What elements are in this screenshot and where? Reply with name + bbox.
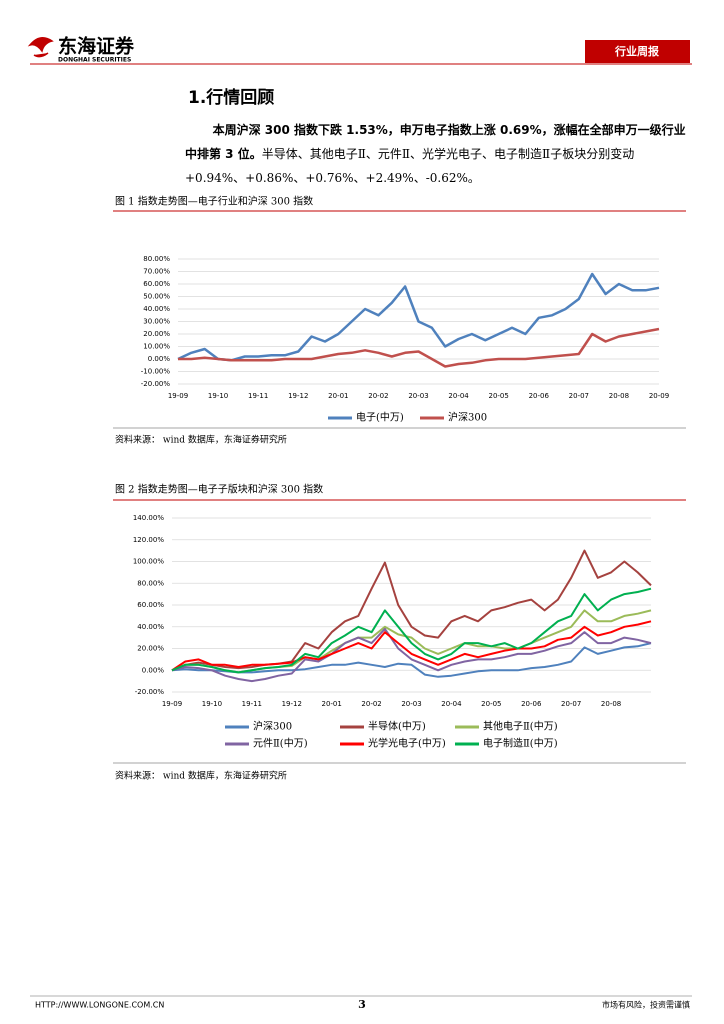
y-tick-label: 0.00% — [148, 355, 171, 363]
logo-en: DONGHAI SECURITIES — [58, 57, 131, 64]
y-tick-label: 50.00% — [143, 293, 170, 301]
legend-label: 电子(中万) — [356, 411, 404, 424]
x-tick-label: 19-12 — [288, 392, 308, 400]
x-tick-label: 20-05 — [488, 392, 508, 400]
series-line — [171, 587, 652, 674]
y-tick-label: 0.00% — [142, 666, 165, 674]
y-tick-label: 70.00% — [143, 268, 170, 276]
x-tick-label: 20-03 — [401, 700, 421, 708]
x-tick-label: 20-01 — [328, 392, 348, 400]
legend-label: 其他电子Ⅱ(中万) — [483, 720, 558, 733]
series-line — [177, 272, 660, 362]
footer-disclaimer: 市场有风险，投资需谨慎 — [602, 1000, 690, 1010]
x-tick-label: 20-06 — [529, 392, 550, 400]
footer-url: HTTP://WWW.LONGONE.COM.CN — [35, 1001, 164, 1010]
x-tick-label: 19-12 — [282, 700, 302, 708]
y-tick-label: 20.00% — [137, 645, 164, 653]
y-tick-label: -20.00% — [135, 688, 165, 696]
x-tick-label: 20-03 — [408, 392, 428, 400]
legend-label: 沪深300 — [253, 720, 292, 733]
x-tick-label: 20-04 — [448, 392, 469, 400]
y-tick-label: 30.00% — [143, 318, 170, 326]
y-tick-label: 60.00% — [137, 601, 164, 609]
legend-label: 光学光电子(中万) — [368, 737, 446, 750]
y-tick-label: -10.00% — [141, 368, 171, 376]
y-tick-label: 80.00% — [137, 579, 164, 587]
x-tick-label: 20-01 — [321, 700, 341, 708]
series-line — [178, 327, 660, 368]
y-tick-label: 100.00% — [133, 558, 164, 566]
y-tick-label: 120.00% — [133, 536, 164, 544]
x-tick-label: 19-11 — [248, 392, 268, 400]
y-tick-label: 80.00% — [143, 255, 170, 263]
page-number: 3 — [358, 998, 366, 1011]
series-line — [171, 549, 652, 672]
x-tick-label: 19-11 — [242, 700, 262, 708]
x-tick-label: 19-09 — [162, 700, 182, 708]
x-tick-label: 20-07 — [569, 392, 589, 400]
series-line — [171, 620, 652, 672]
y-tick-label: 60.00% — [143, 280, 170, 288]
x-tick-label: 20-07 — [561, 700, 581, 708]
paragraph: 本周沪深 300 指数下跌 1.53%，申万电子指数上涨 0.69%，涨幅在全部… — [185, 118, 690, 190]
legend-label: 电子制造Ⅱ(中万) — [483, 737, 558, 750]
tag-box — [585, 40, 690, 63]
x-tick-label: 20-02 — [361, 700, 381, 708]
y-tick-label: 40.00% — [137, 623, 164, 631]
x-tick-label: 20-04 — [441, 700, 462, 708]
logo-icon — [27, 37, 54, 58]
series-line — [171, 609, 652, 674]
legend-label: 沪深300 — [448, 411, 487, 424]
figure-caption: 图 1 指数走势图—电子行业和沪深 300 指数 — [115, 195, 313, 208]
y-tick-label: 20.00% — [143, 330, 170, 338]
x-tick-label: 20-08 — [609, 392, 629, 400]
x-tick-label: 19-10 — [208, 392, 228, 400]
paragraph-text: 半导体、其他电子Ⅱ、元件Ⅱ、光学光电子、电子制造Ⅱ子板块分别变动+0.94%、+… — [185, 147, 635, 185]
x-tick-label: 20-06 — [521, 700, 542, 708]
x-tick-label: 20-02 — [368, 392, 388, 400]
tag: 行业周报 — [614, 44, 660, 58]
y-tick-label: -20.00% — [141, 380, 171, 388]
y-tick-label: 40.00% — [143, 305, 170, 313]
x-tick-label: 20-05 — [481, 700, 501, 708]
figure-source: 资料来源： wind 数据库，东海证券研究所 — [115, 434, 287, 446]
legend-label: 半导体(中万) — [368, 720, 426, 733]
figure-caption: 图 2 指数走势图—电子子版块和沪深 300 指数 — [115, 483, 323, 496]
x-tick-label: 20-09 — [649, 392, 669, 400]
x-tick-label: 20-08 — [601, 700, 621, 708]
logo-cn: 东海证券 — [58, 35, 135, 58]
figure-source: 资料来源： wind 数据库，东海证券研究所 — [115, 770, 287, 782]
legend-label: 元件Ⅱ(中万) — [253, 737, 308, 750]
paragraph-bold: 本周沪深 300 指数下跌 1.53%，申万电子指数上涨 0.69%，涨幅在全部… — [185, 123, 686, 161]
series-line — [171, 642, 652, 678]
x-tick-label: 19-10 — [202, 700, 222, 708]
series-line — [171, 627, 652, 683]
x-tick-label: 19-09 — [168, 392, 188, 400]
y-tick-label: 10.00% — [143, 343, 170, 351]
section-title: 1.行情回顾 — [188, 87, 274, 108]
y-tick-label: 140.00% — [133, 514, 164, 522]
